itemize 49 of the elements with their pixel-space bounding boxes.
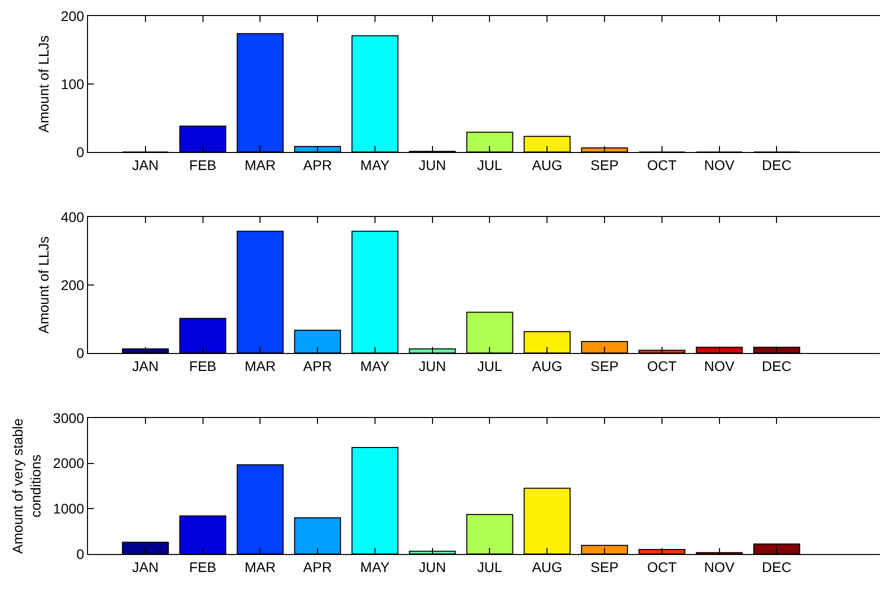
x-tick-label: SEP (590, 558, 619, 575)
y-tick-label: 0 (76, 344, 84, 361)
x-tick-label: OCT (647, 558, 678, 575)
x-tick-label: JUN (418, 558, 446, 575)
y-tick-label: 1000 (53, 500, 84, 517)
y-tick-label: 0 (76, 144, 84, 160)
y-axis-title: Amount of very stable conditions (9, 418, 44, 554)
x-tick-label: FEB (189, 558, 216, 575)
x-tick-label: MAR (244, 156, 276, 173)
x-tick-label: NOV (704, 358, 736, 374)
x-tick-label: MAY (360, 156, 390, 173)
x-tick-label: JUL (477, 358, 502, 374)
y-tick-label: 400 (60, 208, 84, 225)
y-tick-label: 0 (76, 546, 84, 562)
y-axis-title: Amount of LLJs (35, 236, 52, 334)
x-tick-label: DEC (762, 358, 792, 374)
x-tick-label: JUN (418, 358, 446, 374)
x-tick-label: NOV (704, 558, 736, 575)
y-tick-label: 3000 (53, 410, 84, 426)
x-tick-label: DEC (762, 156, 792, 173)
x-tick-label: JUN (418, 156, 446, 173)
x-tick-label: APR (303, 558, 332, 575)
y-tick-label: 2000 (53, 455, 84, 472)
y-tick-label: 100 (60, 76, 84, 92)
y-tick-label: 200 (60, 276, 84, 293)
x-tick-label: MAY (360, 358, 390, 374)
x-tick-label: SEP (590, 156, 619, 173)
x-tick-label: JUL (477, 558, 502, 575)
x-tick-label: OCT (647, 358, 678, 374)
x-tick-label: JUL (477, 156, 502, 173)
x-tick-label: OCT (647, 156, 678, 173)
x-tick-label: JAN (132, 558, 159, 575)
x-tick-label: NOV (704, 156, 736, 173)
x-tick-label: JAN (132, 358, 159, 374)
x-tick-label: APR (303, 358, 332, 374)
x-tick-label: AUG (532, 558, 562, 575)
y-tick-label: 200 (60, 8, 84, 24)
x-tick-label: AUG (532, 156, 562, 173)
y-axis-title: Amount of LLJs (35, 35, 52, 133)
x-tick-label: DEC (762, 558, 792, 575)
x-tick-label: JAN (132, 156, 159, 173)
x-tick-label: SEP (590, 358, 619, 374)
x-tick-label: MAY (360, 558, 390, 575)
x-tick-label: FEB (189, 358, 216, 374)
x-tick-label: MAR (244, 558, 276, 575)
x-tick-label: AUG (532, 358, 562, 374)
x-tick-label: FEB (189, 156, 216, 173)
x-tick-label: APR (303, 156, 332, 173)
x-tick-label: MAR (244, 358, 276, 374)
